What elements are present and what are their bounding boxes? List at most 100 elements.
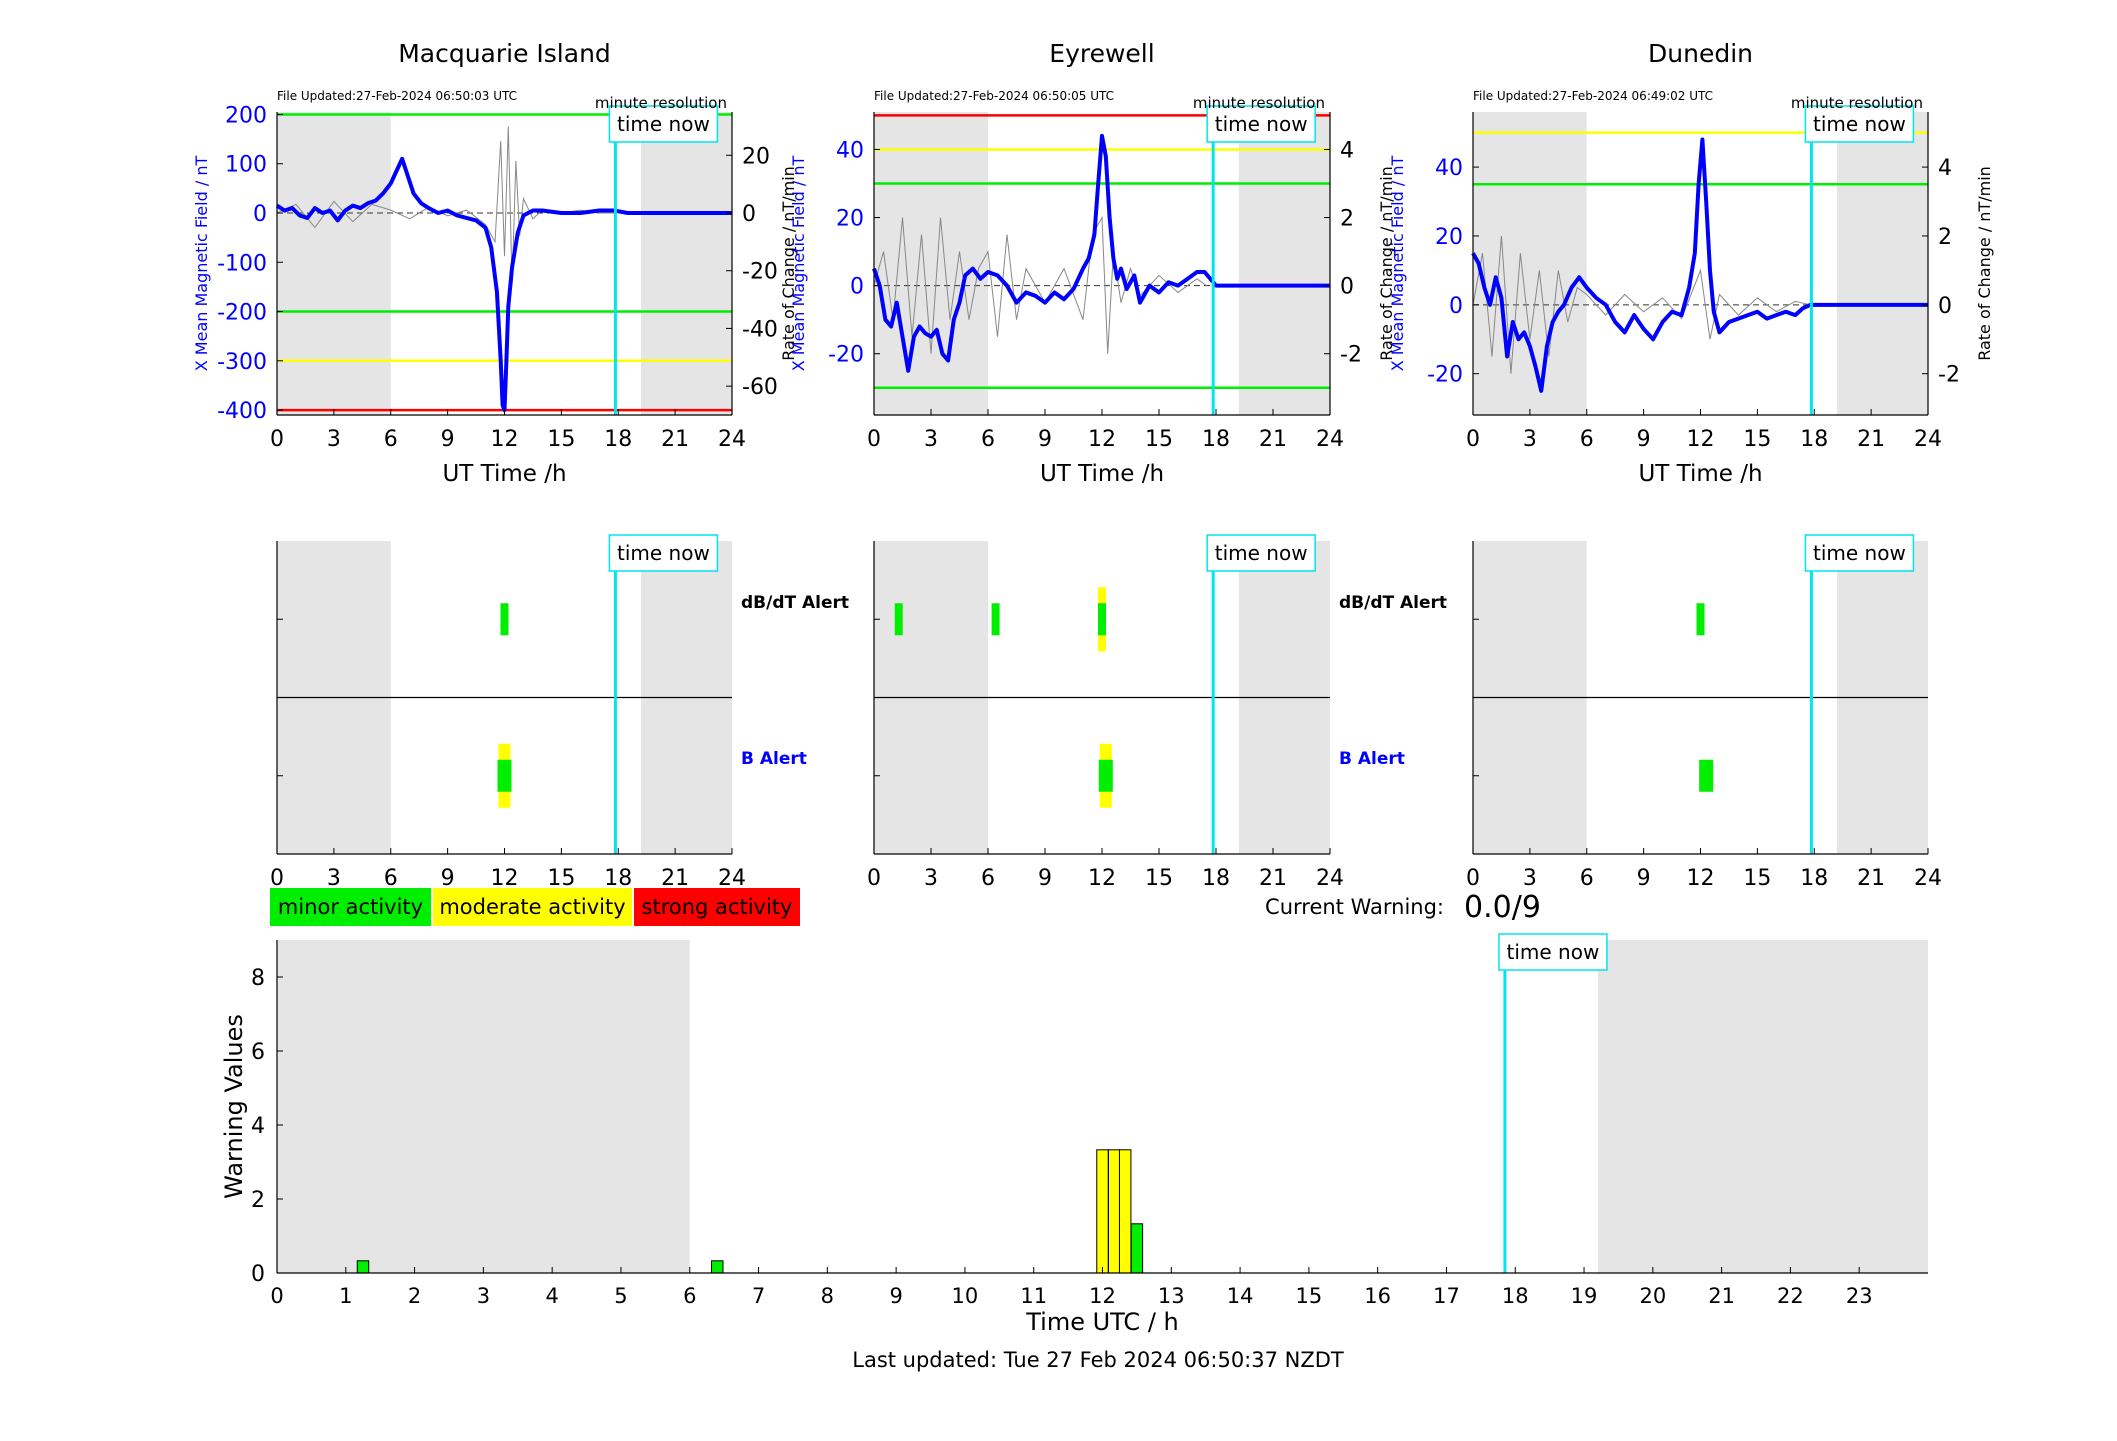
y-tick-label: 4 bbox=[251, 1114, 265, 1139]
y-tick-label: 6 bbox=[251, 1040, 265, 1065]
x-tick-label: 24 bbox=[718, 866, 746, 891]
x-tick-label: 9 bbox=[1637, 427, 1651, 452]
y-tick-label: 20 bbox=[1435, 225, 1463, 250]
y-tick-label: -200 bbox=[217, 301, 267, 326]
right-y-axis-label: Rate of Change / nT/min bbox=[1975, 166, 1994, 361]
y-tick-label: -20 bbox=[1427, 363, 1463, 388]
rate-of-change-line bbox=[1472, 235, 1811, 374]
time-now-box bbox=[1804, 534, 1915, 572]
x-tick-label: 9 bbox=[441, 866, 455, 891]
b-alert-mark bbox=[497, 759, 512, 792]
file-updated-label: File Updated:27-Feb-2024 06:50:03 UTC bbox=[277, 89, 517, 103]
y-tick-label: 0 bbox=[850, 275, 864, 300]
x-tick-label: 6 bbox=[384, 866, 398, 891]
time-now-label: time now bbox=[1215, 112, 1308, 136]
x-tick-label: 24 bbox=[1316, 427, 1344, 452]
x-tick-label: 5 bbox=[614, 1284, 627, 1308]
rate-of-change-line bbox=[873, 215, 1207, 354]
y-tick-label: -20 bbox=[828, 343, 864, 368]
x-tick-label: 20 bbox=[1639, 1284, 1666, 1308]
x-axis-label: UT Time /h bbox=[442, 461, 566, 487]
x-tick-label: 18 bbox=[1202, 866, 1230, 891]
dbdt-alert-mark bbox=[500, 603, 509, 636]
dbdt-alert-mark bbox=[894, 603, 903, 636]
y-tick-label: 100 bbox=[225, 153, 267, 178]
x-tick-label: 0 bbox=[867, 866, 881, 891]
time-now-label: time now bbox=[1215, 541, 1308, 565]
x-tick-label: 24 bbox=[1914, 427, 1942, 452]
x-tick-label: 15 bbox=[1743, 866, 1771, 891]
x-tick-label: 3 bbox=[924, 427, 938, 452]
x-tick-label: 0 bbox=[1466, 427, 1480, 452]
x-tick-label: 3 bbox=[477, 1284, 490, 1308]
y2-tick-label: -2 bbox=[1340, 343, 1362, 368]
y-tick-label: -400 bbox=[217, 399, 267, 424]
night-shading bbox=[277, 112, 391, 415]
x-tick-label: 23 bbox=[1846, 1284, 1873, 1308]
x-tick-label: 21 bbox=[1259, 427, 1287, 452]
x-tick-label: 21 bbox=[1857, 427, 1885, 452]
night-shading bbox=[641, 112, 732, 415]
y-tick-label: 8 bbox=[251, 966, 265, 991]
x-tick-label: 9 bbox=[441, 427, 455, 452]
y-tick-label: -300 bbox=[217, 350, 267, 375]
x-axis-label: UT Time /h bbox=[1638, 461, 1762, 487]
x-tick-label: 6 bbox=[981, 427, 995, 452]
time-now-box bbox=[1206, 105, 1316, 143]
station-title: Macquarie Island bbox=[398, 39, 611, 68]
x-tick-label: 18 bbox=[1202, 427, 1230, 452]
x-tick-label: 7 bbox=[752, 1284, 765, 1308]
warning-bar bbox=[1096, 1149, 1109, 1274]
y2-tick-label: -40 bbox=[742, 317, 778, 342]
legend-swatch bbox=[433, 888, 632, 926]
x-tick-label: 12 bbox=[1089, 1284, 1116, 1308]
y2-tick-label: 0 bbox=[742, 202, 756, 227]
night-shading bbox=[1238, 112, 1330, 415]
x-tick-label: 6 bbox=[384, 427, 398, 452]
x-tick-label: 12 bbox=[1088, 427, 1116, 452]
x-tick-label: 19 bbox=[1571, 1284, 1598, 1308]
y2-tick-label: -20 bbox=[742, 260, 778, 285]
x-tick-label: 16 bbox=[1364, 1284, 1391, 1308]
mean-field-line bbox=[1471, 137, 1928, 393]
mean-field-line bbox=[872, 133, 1330, 373]
night-shading bbox=[1473, 112, 1587, 415]
minute-resolution-label: minute resolution bbox=[1193, 94, 1325, 112]
b-alert-mark bbox=[1699, 759, 1714, 792]
x-tick-label: 18 bbox=[604, 866, 632, 891]
y2-tick-label: -2 bbox=[1938, 363, 1960, 388]
time-now-label: time now bbox=[1813, 112, 1906, 136]
y2-tick-label: -60 bbox=[742, 375, 778, 400]
night-shading bbox=[1597, 940, 1928, 1273]
x-tick-label: 3 bbox=[327, 866, 341, 891]
x-tick-label: 21 bbox=[1708, 1284, 1735, 1308]
last-updated-footer: Last updated: Tue 27 Feb 2024 06:50:37 N… bbox=[852, 1348, 1344, 1372]
night-shading bbox=[1837, 112, 1928, 415]
b-alert-mark bbox=[1098, 759, 1113, 792]
x-tick-label: 3 bbox=[1523, 427, 1537, 452]
dbdt-alert-label: dB/dT Alert bbox=[1339, 593, 1447, 613]
x-tick-label: 15 bbox=[547, 866, 575, 891]
x-tick-label: 15 bbox=[547, 427, 575, 452]
x-axis-label: Time UTC / h bbox=[1025, 1308, 1179, 1336]
file-updated-label: File Updated:27-Feb-2024 06:49:02 UTC bbox=[1473, 89, 1713, 103]
dbdt-alert-mark bbox=[1098, 603, 1106, 636]
night-shading bbox=[874, 112, 988, 415]
x-tick-label: 12 bbox=[491, 866, 519, 891]
x-tick-label: 9 bbox=[1038, 866, 1052, 891]
y-tick-label: 20 bbox=[836, 207, 864, 232]
time-now-box bbox=[1498, 933, 1608, 971]
right-y-axis-label: Rate of Change / nT/min bbox=[779, 166, 798, 361]
x-tick-label: 2 bbox=[408, 1284, 421, 1308]
x-tick-label: 21 bbox=[661, 427, 689, 452]
x-tick-label: 12 bbox=[1088, 866, 1116, 891]
x-tick-label: 12 bbox=[1687, 427, 1715, 452]
x-tick-label: 0 bbox=[1466, 866, 1480, 891]
time-now-label: time now bbox=[617, 541, 710, 565]
x-tick-label: 0 bbox=[270, 866, 284, 891]
y-tick-label: -100 bbox=[217, 251, 267, 276]
right-y-axis-label: Rate of Change / nT/min bbox=[1377, 166, 1396, 361]
